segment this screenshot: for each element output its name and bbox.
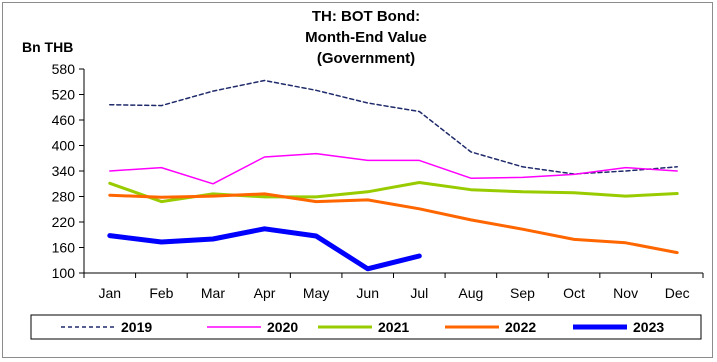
chart-frame bbox=[2, 2, 713, 358]
legend: 2019 2020 2021 2022 2023 bbox=[61, 319, 664, 335]
chart-title-line-3: (Government) bbox=[317, 50, 415, 67]
series-line-2020 bbox=[109, 152, 678, 185]
y-tick-label: 340 bbox=[52, 163, 76, 179]
series-line-2022 bbox=[108, 192, 679, 255]
legend-label-2019: 2019 bbox=[121, 319, 152, 335]
legend-label-2022: 2022 bbox=[505, 319, 536, 335]
x-tick-label: Dec bbox=[665, 285, 690, 301]
x-tick-label: Jul bbox=[410, 285, 428, 301]
series-layer bbox=[107, 79, 679, 272]
y-tick-label: 580 bbox=[52, 61, 76, 77]
legend-label-2020: 2020 bbox=[267, 319, 298, 335]
y-tick-label: 220 bbox=[52, 214, 76, 230]
y-axis-label: Bn THB bbox=[22, 39, 73, 55]
x-tick-label: May bbox=[303, 285, 329, 301]
chart-title-line-2: Month-End Value bbox=[305, 29, 427, 46]
x-tick-label: Jan bbox=[99, 285, 122, 301]
y-tick-label: 100 bbox=[52, 265, 76, 281]
chart-title-line-1: TH: BOT Bond: bbox=[312, 8, 420, 25]
y-tick-label: 520 bbox=[52, 87, 76, 103]
x-tick-label: Apr bbox=[254, 285, 276, 301]
x-tick-label: Jun bbox=[356, 285, 379, 301]
series-line-2023 bbox=[107, 226, 422, 272]
x-tick-label: Nov bbox=[613, 285, 638, 301]
series-line-2019 bbox=[109, 79, 678, 175]
x-tick-label: Aug bbox=[458, 285, 483, 301]
x-tick-label: Sep bbox=[510, 285, 535, 301]
series-line-2021 bbox=[108, 181, 679, 204]
y-tick-label: 160 bbox=[52, 240, 76, 256]
x-tick-label: Mar bbox=[201, 285, 225, 301]
y-tick-label: 460 bbox=[52, 112, 76, 128]
y-tick-label: 400 bbox=[52, 138, 76, 154]
legend-label-2021: 2021 bbox=[378, 319, 409, 335]
legend-label-2023: 2023 bbox=[633, 319, 664, 335]
y-tick-label: 280 bbox=[52, 189, 76, 205]
x-tick-label: Feb bbox=[149, 285, 173, 301]
axes: 100 160 220 280 340 400 460 520 580 Jan Feb Mar Apr M… bbox=[52, 61, 704, 301]
x-tick-label: Oct bbox=[563, 285, 585, 301]
